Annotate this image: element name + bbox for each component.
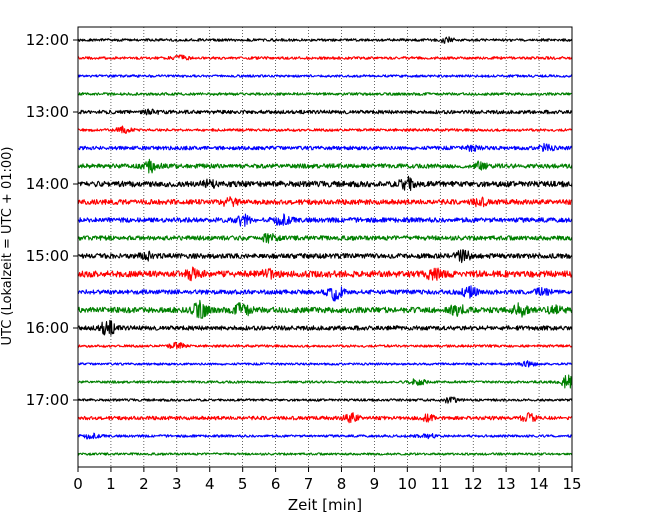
- plot-frame: [77, 26, 573, 468]
- trace-1200: [77, 36, 573, 44]
- y-tick-label: 12:00: [26, 31, 69, 49]
- trace-1345: [77, 158, 573, 174]
- trace-1630: [77, 360, 573, 368]
- trace-1400: [77, 175, 573, 191]
- trace-1300: [77, 108, 573, 116]
- x-tick-label: 3: [172, 475, 182, 493]
- trace-1315: [77, 125, 573, 134]
- trace-1430: [77, 213, 573, 227]
- trace-1230: [77, 74, 573, 78]
- y-tick-label: 15:00: [26, 247, 69, 265]
- trace-1600: [77, 319, 573, 336]
- y-tick-label: 17:00: [26, 391, 69, 409]
- x-tick-label: 2: [139, 475, 149, 493]
- x-tick-label: 5: [238, 475, 248, 493]
- trace-1745: [77, 452, 573, 456]
- x-tick-label: 9: [370, 475, 380, 493]
- trace-1615: [77, 341, 573, 350]
- x-tick-label: 10: [398, 475, 417, 493]
- trace-1415: [77, 196, 573, 208]
- x-axis: 0 1 2 3 4 5 6 7 8 9 10 11 12 13 14 15: [73, 467, 582, 493]
- y-tick-label: 16:00: [26, 319, 69, 337]
- y-tick-label: 14:00: [26, 175, 69, 193]
- x-tick-label: 6: [271, 475, 281, 493]
- trace-1730: [77, 432, 573, 440]
- trace-1215: [77, 54, 573, 61]
- x-tick-label: 13: [497, 475, 516, 493]
- y-axis: 12:00 13:00 14:00 15:00 16:00 17:00: [26, 31, 78, 409]
- trace-1530: [77, 285, 573, 302]
- trace-1645: [77, 374, 573, 389]
- x-tick-label: 14: [530, 475, 549, 493]
- trace-1700: [77, 396, 573, 404]
- x-tick-label: 7: [304, 475, 314, 493]
- trace-1715: [77, 412, 573, 424]
- x-tick-label: 12: [464, 475, 483, 493]
- trace-1245: [77, 92, 573, 96]
- x-tick-label: 0: [73, 475, 83, 493]
- x-tick-label: 11: [431, 475, 450, 493]
- x-tick-label: 4: [205, 475, 215, 493]
- trace-1445: [77, 232, 573, 244]
- y-axis-label: UTC (Lokalzeit = UTC + 01:00): [0, 147, 15, 346]
- x-tick-label: 8: [337, 475, 347, 493]
- trace-1500: [77, 249, 573, 264]
- trace-1330: [77, 142, 573, 153]
- x-tick-label: 1: [106, 475, 116, 493]
- x-axis-label: Zeit [min]: [288, 496, 362, 514]
- grid-lines: [110, 27, 540, 467]
- trace-1515: [77, 266, 573, 282]
- y-tick-label: 13:00: [26, 103, 69, 121]
- trace-layer: [77, 36, 573, 456]
- x-tick-label: 15: [562, 475, 581, 493]
- trace-1545: [77, 299, 573, 319]
